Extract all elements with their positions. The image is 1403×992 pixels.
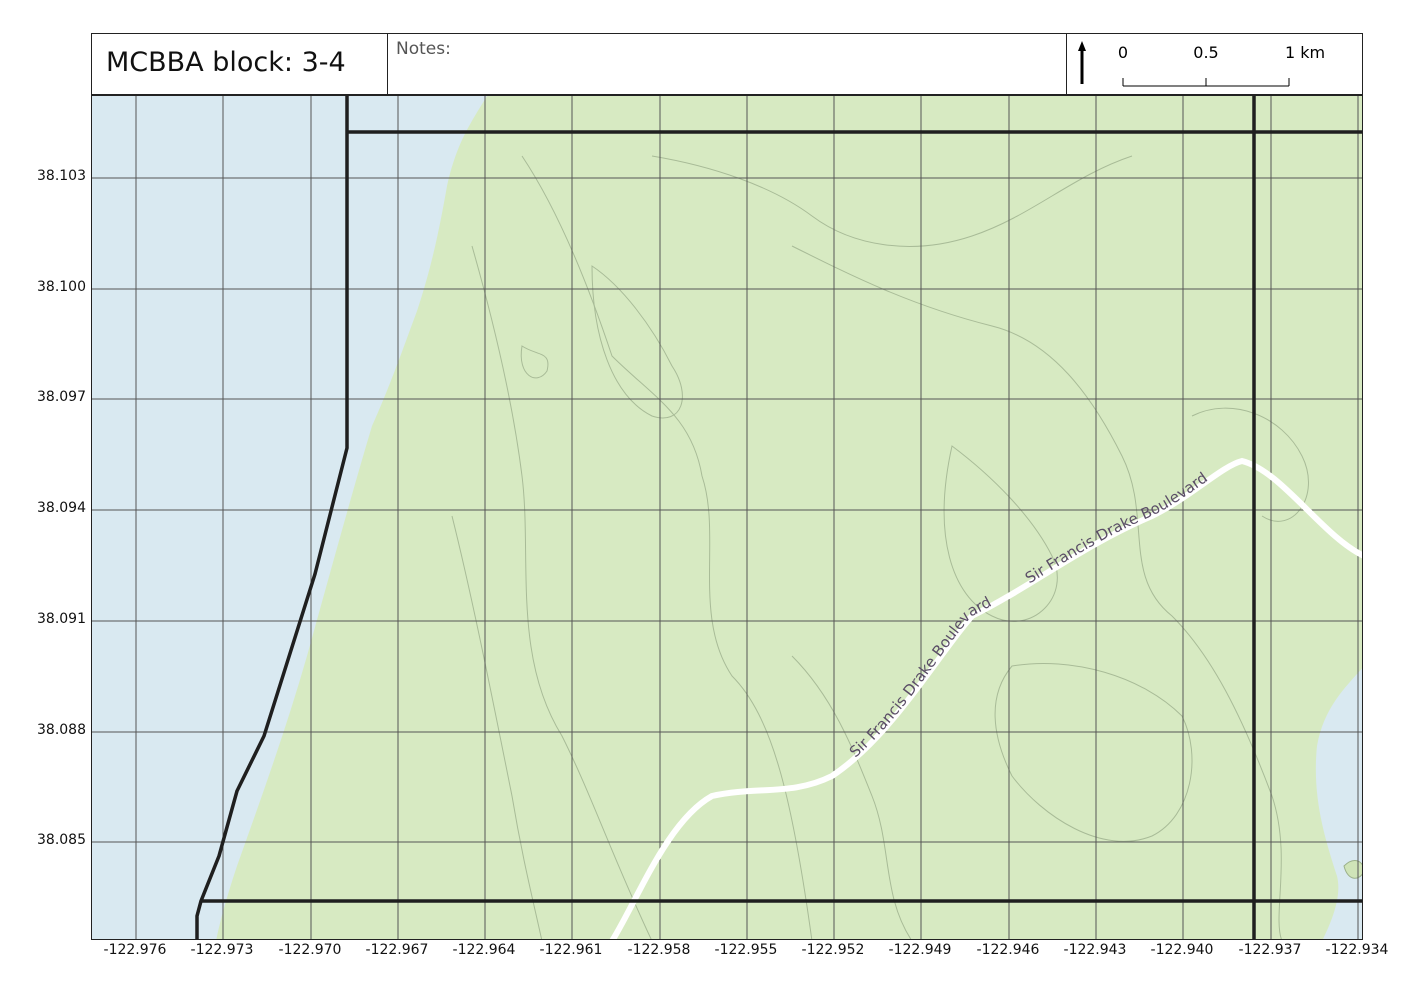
map-canvas[interactable]: Sir Francis Drake Boulevard Sir Francis … (91, 95, 1363, 940)
y-tick-label: 38.097 (37, 389, 86, 405)
scale-cell: 0 0.5 1 km (1067, 34, 1362, 94)
y-tick-label: 38.085 (37, 832, 86, 848)
road (609, 457, 1362, 939)
block-boundary (195, 96, 1362, 939)
contour-lines (451, 155, 1309, 939)
x-tick-label: -122.961 (539, 942, 603, 958)
map-header: MCBBA block: 3-4 Notes: 0 0.5 1 km (91, 33, 1363, 95)
map-svg: Sir Francis Drake Boulevard Sir Francis … (92, 96, 1362, 939)
scale-bar: 0 0.5 1 km (1118, 43, 1325, 87)
notes-label: Notes: (396, 39, 451, 59)
title-cell: MCBBA block: 3-4 (92, 34, 388, 94)
x-tick-label: -122.949 (888, 942, 952, 958)
x-tick-label: -122.943 (1063, 942, 1127, 958)
graticule (92, 96, 1362, 939)
notes-cell: Notes: (388, 34, 1067, 94)
ocean-water (92, 96, 487, 939)
x-tick-label: -122.973 (190, 942, 254, 958)
y-tick-label: 38.103 (37, 168, 86, 184)
y-tick-label: 38.094 (37, 500, 86, 516)
y-tick-label: 38.100 (37, 279, 86, 295)
x-tick-label: -122.976 (103, 942, 167, 958)
x-tick-label: -122.937 (1238, 942, 1302, 958)
x-tick-label: -122.946 (976, 942, 1040, 958)
y-tick-label: 38.088 (37, 722, 86, 738)
x-tick-label: -122.958 (627, 942, 691, 958)
scale-label-1km: 1 km (1285, 43, 1325, 62)
x-tick-label: -122.955 (714, 942, 778, 958)
map-title: MCBBA block: 3-4 (106, 47, 346, 78)
x-tick-label: -122.970 (278, 942, 342, 958)
y-tick-label: 38.091 (37, 611, 86, 627)
x-tick-label: -122.964 (452, 942, 516, 958)
x-tick-label: -122.967 (365, 942, 429, 958)
scale-graphic: 0 0.5 1 km (1078, 41, 1325, 87)
x-tick-label: -122.940 (1150, 942, 1214, 958)
scale-label-0: 0 (1118, 43, 1128, 62)
north-arrow-icon (1078, 41, 1086, 84)
scale-label-half: 0.5 (1193, 43, 1218, 62)
x-tick-label: -122.952 (801, 942, 865, 958)
x-tick-label: -122.934 (1325, 942, 1389, 958)
